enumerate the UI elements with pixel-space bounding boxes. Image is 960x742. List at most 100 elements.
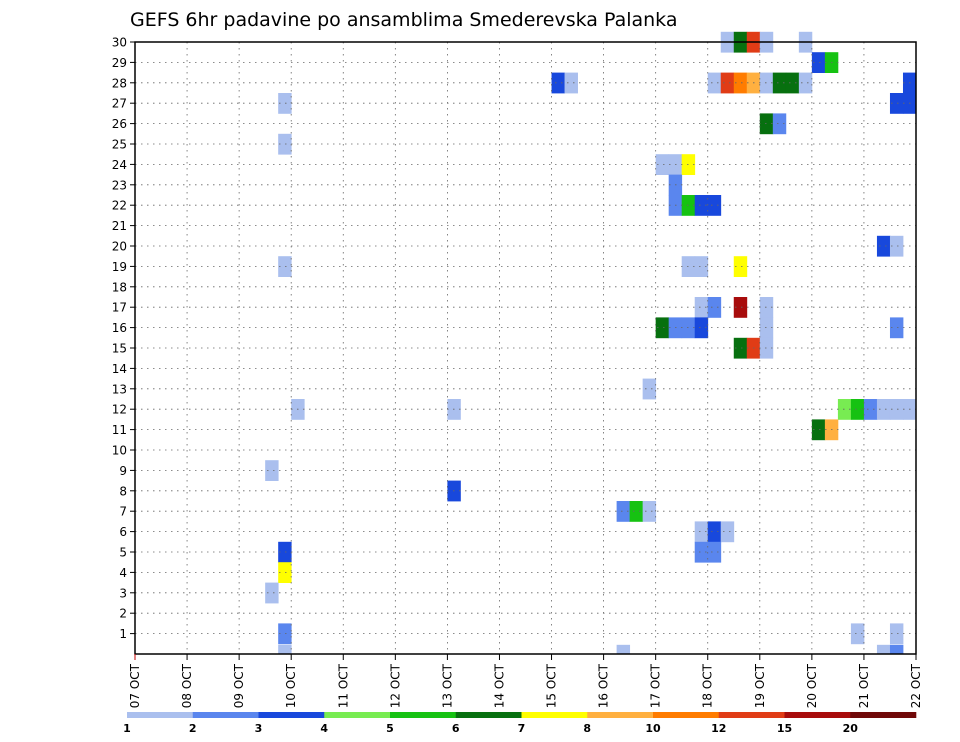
x-tick-label: 11 OCT (336, 663, 350, 708)
cell-member-12-4 (863, 399, 878, 420)
cell-member-16-0 (655, 317, 670, 339)
x-tick-label: 07 OCT (128, 663, 142, 708)
y-tick-label: 4 (119, 566, 127, 580)
y-tick-label: 22 (112, 199, 127, 213)
cell-member-28-9 (798, 72, 813, 94)
legend-swatch (850, 712, 917, 718)
cell-member-7-2 (642, 501, 657, 522)
cell-member-0-2 (876, 644, 891, 655)
x-tick-label: 15 OCT (545, 663, 559, 708)
x-tick-label: 21 OCT (857, 663, 871, 708)
cell-member-26-0 (759, 113, 774, 135)
cell-member-29-0 (811, 52, 826, 73)
cell-member-6-2 (720, 521, 735, 543)
y-tick-label: 10 (112, 444, 127, 458)
x-tick-label: 22 OCT (909, 663, 923, 708)
cell-member-16-4 (759, 317, 774, 339)
legend-label: 2 (189, 722, 197, 735)
cell-member-15-2 (759, 337, 774, 359)
cell-member-28-6 (759, 72, 774, 94)
legend-swatch (784, 712, 851, 718)
x-tick-label: 16 OCT (597, 663, 611, 708)
cell-member-28-4 (733, 72, 748, 94)
legend-label: 15 (777, 722, 792, 735)
legend-swatch (587, 712, 654, 718)
cell-member-20-0 (876, 235, 891, 257)
cell-member-0-0 (278, 644, 292, 655)
cell-member-6-0 (694, 521, 709, 543)
cell-member-15-0 (733, 337, 748, 359)
cell-member-28-1 (564, 72, 578, 94)
y-tick-label: 26 (112, 117, 127, 131)
cell-member-25-0 (278, 133, 292, 155)
y-tick-label: 11 (112, 423, 127, 437)
legend-label: 3 (255, 722, 263, 735)
legend-label: 6 (452, 722, 460, 735)
legend-swatch (127, 712, 194, 718)
x-tick-label: 09 OCT (232, 663, 246, 708)
cell-member-26-1 (772, 113, 787, 135)
y-tick-label: 20 (112, 240, 127, 254)
x-tick-label: 17 OCT (649, 663, 663, 708)
cell-member-22-2 (694, 195, 709, 216)
y-tick-label: 18 (112, 280, 127, 294)
cell-member-27-1 (889, 93, 904, 114)
legend-label: 7 (518, 722, 526, 735)
legend-swatch (455, 712, 522, 718)
legend-swatch (192, 712, 259, 718)
y-tick-label: 23 (112, 178, 127, 192)
cell-member-7-1 (629, 501, 644, 522)
heatmap-cells (265, 31, 917, 655)
chart-title: GEFS 6hr padavine po ansamblima Smederev… (130, 9, 677, 31)
cell-member-19-0 (278, 256, 292, 277)
legend-label: 4 (320, 722, 328, 735)
cell-member-28-2 (707, 72, 722, 94)
cell-member-12-5 (876, 399, 891, 420)
cell-member-17-2 (733, 297, 748, 318)
legend-swatch (718, 712, 785, 718)
x-tick-label: 19 OCT (753, 663, 767, 708)
y-tick-label: 21 (112, 219, 127, 233)
cell-member-17-1 (707, 297, 722, 318)
x-tick-label: 20 OCT (805, 663, 819, 708)
y-tick-label: 30 (112, 36, 127, 50)
legend-label: 12 (711, 722, 726, 735)
legend-label: 1 (123, 722, 131, 735)
y-tick-label: 24 (112, 158, 127, 172)
cell-member-28-3 (720, 72, 735, 94)
x-tick-label: 08 OCT (180, 663, 194, 708)
y-tick-label: 29 (112, 56, 127, 70)
cell-member-5-2 (707, 541, 722, 563)
y-tick-label: 25 (112, 138, 127, 152)
legend-label: 8 (583, 722, 591, 735)
cell-member-9-0 (265, 460, 279, 481)
legend-swatch (258, 712, 325, 718)
y-tick-label: 17 (112, 301, 127, 315)
y-tick-label: 7 (119, 505, 127, 519)
x-tick-label: 10 OCT (284, 663, 298, 708)
legend-swatch (521, 712, 588, 718)
y-tick-label: 15 (112, 342, 127, 356)
legend-swatch (324, 712, 391, 718)
y-tick-label: 9 (119, 464, 127, 478)
cell-member-24-0 (655, 154, 670, 175)
y-tick-label: 5 (119, 546, 127, 560)
cell-member-28-7 (772, 72, 787, 94)
y-tick-label: 2 (119, 607, 127, 621)
legend-label: 20 (843, 722, 859, 735)
legend-swatch (390, 712, 457, 718)
x-tick-label: 14 OCT (492, 663, 506, 708)
cell-member-27-0 (278, 93, 292, 114)
cell-member-28-0 (551, 72, 565, 94)
y-tick-label: 1 (119, 627, 127, 641)
cell-member-1-2 (889, 623, 904, 645)
cell-member-16-3 (694, 317, 709, 339)
y-tick-label: 27 (112, 97, 127, 111)
x-tick-label: 13 OCT (440, 663, 454, 708)
cell-member-0-3 (889, 644, 904, 655)
cell-member-11-0 (811, 419, 826, 441)
cell-member-16-5 (889, 317, 904, 339)
cell-member-3-0 (265, 582, 279, 604)
legend-swatch (653, 712, 720, 718)
cell-member-28-8 (785, 72, 800, 94)
